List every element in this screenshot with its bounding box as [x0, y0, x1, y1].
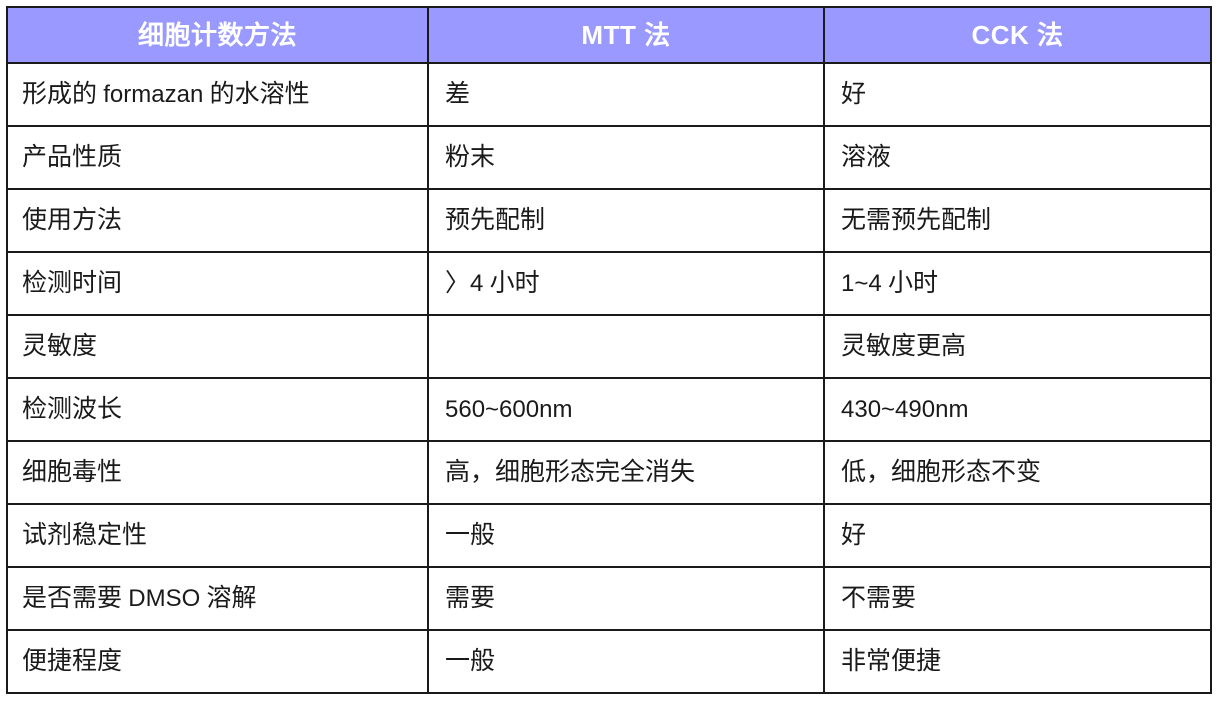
cell-value: 560~600nm	[445, 396, 573, 423]
table-cell-attribute: 灵敏度	[6, 314, 429, 379]
cell-counting-method-comparison-table: 细胞计数方法 MTT 法 CCK 法 形成的 formazan 的水溶性差好产品…	[6, 6, 1212, 694]
table-cell-cck: 好	[823, 503, 1212, 568]
column-header-mtt: MTT 法	[427, 6, 825, 64]
table-cell-mtt	[427, 314, 825, 379]
table-row: 产品性质 粉末 溶液	[6, 125, 1212, 190]
table-cell-cck: 非常便捷	[823, 629, 1212, 694]
table-header: 细胞计数方法 MTT 法 CCK 法	[6, 6, 1212, 64]
cell-value: 是否需要 DMSO 溶解	[22, 585, 257, 612]
cell-value: 使用方法	[22, 207, 123, 234]
cell-value: 好	[841, 522, 867, 549]
column-header-attribute: 细胞计数方法	[6, 6, 429, 64]
cell-value: 灵敏度	[22, 333, 98, 360]
table-row: 是否需要 DMSO 溶解 需要 不需要	[6, 566, 1212, 631]
table-cell-attribute: 产品性质	[6, 125, 429, 190]
table-cell-mtt: 一般	[427, 629, 825, 694]
cell-value: 试剂稳定性	[22, 522, 148, 549]
cell-value: 细胞毒性	[22, 459, 123, 486]
cell-value: 非常便捷	[841, 648, 942, 675]
cell-value: 430~490nm	[841, 396, 969, 423]
cell-value: 溶液	[841, 144, 892, 171]
cell-value: 一般	[445, 648, 496, 675]
table-row: 形成的 formazan 的水溶性 差 好	[6, 62, 1212, 127]
table-cell-mtt: 需要	[427, 566, 825, 631]
table-cell-mtt: 预先配制	[427, 188, 825, 253]
table-cell-mtt: 560~600nm	[427, 377, 825, 442]
table-cell-attribute: 形成的 formazan 的水溶性	[6, 62, 429, 127]
table-cell-mtt: 差	[427, 62, 825, 127]
table-cell-attribute: 是否需要 DMSO 溶解	[6, 566, 429, 631]
table-cell-mtt: 〉4 小时	[427, 251, 825, 316]
table-row: 使用方法 预先配制 无需预先配制	[6, 188, 1212, 253]
table-row: 灵敏度 灵敏度更高	[6, 314, 1212, 379]
cell-value: 形成的 formazan 的水溶性	[22, 81, 310, 108]
cell-value: 检测波长	[22, 396, 123, 423]
table-header-row: 细胞计数方法 MTT 法 CCK 法	[6, 6, 1212, 64]
cell-value: 低，细胞形态不变	[841, 459, 1042, 486]
table-cell-mtt: 一般	[427, 503, 825, 568]
cell-value: 预先配制	[445, 207, 546, 234]
cell-value: 无需预先配制	[841, 207, 992, 234]
table-cell-attribute: 细胞毒性	[6, 440, 429, 505]
cell-value: 高，细胞形态完全消失	[445, 459, 696, 486]
table-cell-attribute: 检测波长	[6, 377, 429, 442]
cell-value: 不需要	[841, 585, 917, 612]
table-cell-attribute: 使用方法	[6, 188, 429, 253]
cell-value: 便捷程度	[22, 648, 123, 675]
cell-value: 1~4 小时	[841, 270, 938, 297]
cell-value: 需要	[445, 585, 496, 612]
table-cell-cck: 溶液	[823, 125, 1212, 190]
table-cell-attribute: 检测时间	[6, 251, 429, 316]
cell-value: 一般	[445, 522, 496, 549]
cell-value: 灵敏度更高	[841, 333, 967, 360]
cell-value: 〉4 小时	[445, 270, 540, 297]
cell-value: 粉末	[445, 144, 496, 171]
table-body: 形成的 formazan 的水溶性差好产品性质 粉末 溶液 使用方法 预先配制 无需预先配…	[6, 62, 1212, 694]
table-row: 细胞毒性 高，细胞形态完全消失 低，细胞形态不变	[6, 440, 1212, 505]
table-row: 试剂稳定性 一般 好	[6, 503, 1212, 568]
cell-value: 差	[445, 81, 471, 108]
table-cell-cck: 430~490nm	[823, 377, 1212, 442]
cell-value: 检测时间	[22, 270, 123, 297]
table-row: 便捷程度 一般 非常便捷	[6, 629, 1212, 694]
table-cell-mtt: 高，细胞形态完全消失	[427, 440, 825, 505]
comparison-table-container: 细胞计数方法 MTT 法 CCK 法 形成的 formazan 的水溶性差好产品…	[6, 6, 1212, 696]
cell-value: 产品性质	[22, 144, 123, 171]
column-header-cck: CCK 法	[823, 6, 1212, 64]
table-row: 检测波长 560~600nm 430~490nm	[6, 377, 1212, 442]
table-cell-attribute: 试剂稳定性	[6, 503, 429, 568]
table-cell-cck: 好	[823, 62, 1212, 127]
table-cell-mtt: 粉末	[427, 125, 825, 190]
table-cell-cck: 1~4 小时	[823, 251, 1212, 316]
table-cell-cck: 低，细胞形态不变	[823, 440, 1212, 505]
table-cell-cck: 不需要	[823, 566, 1212, 631]
table-cell-attribute: 便捷程度	[6, 629, 429, 694]
table-cell-cck: 无需预先配制	[823, 188, 1212, 253]
table-cell-cck: 灵敏度更高	[823, 314, 1212, 379]
cell-value: 好	[841, 81, 867, 108]
table-row: 检测时间 〉4 小时 1~4 小时	[6, 251, 1212, 316]
